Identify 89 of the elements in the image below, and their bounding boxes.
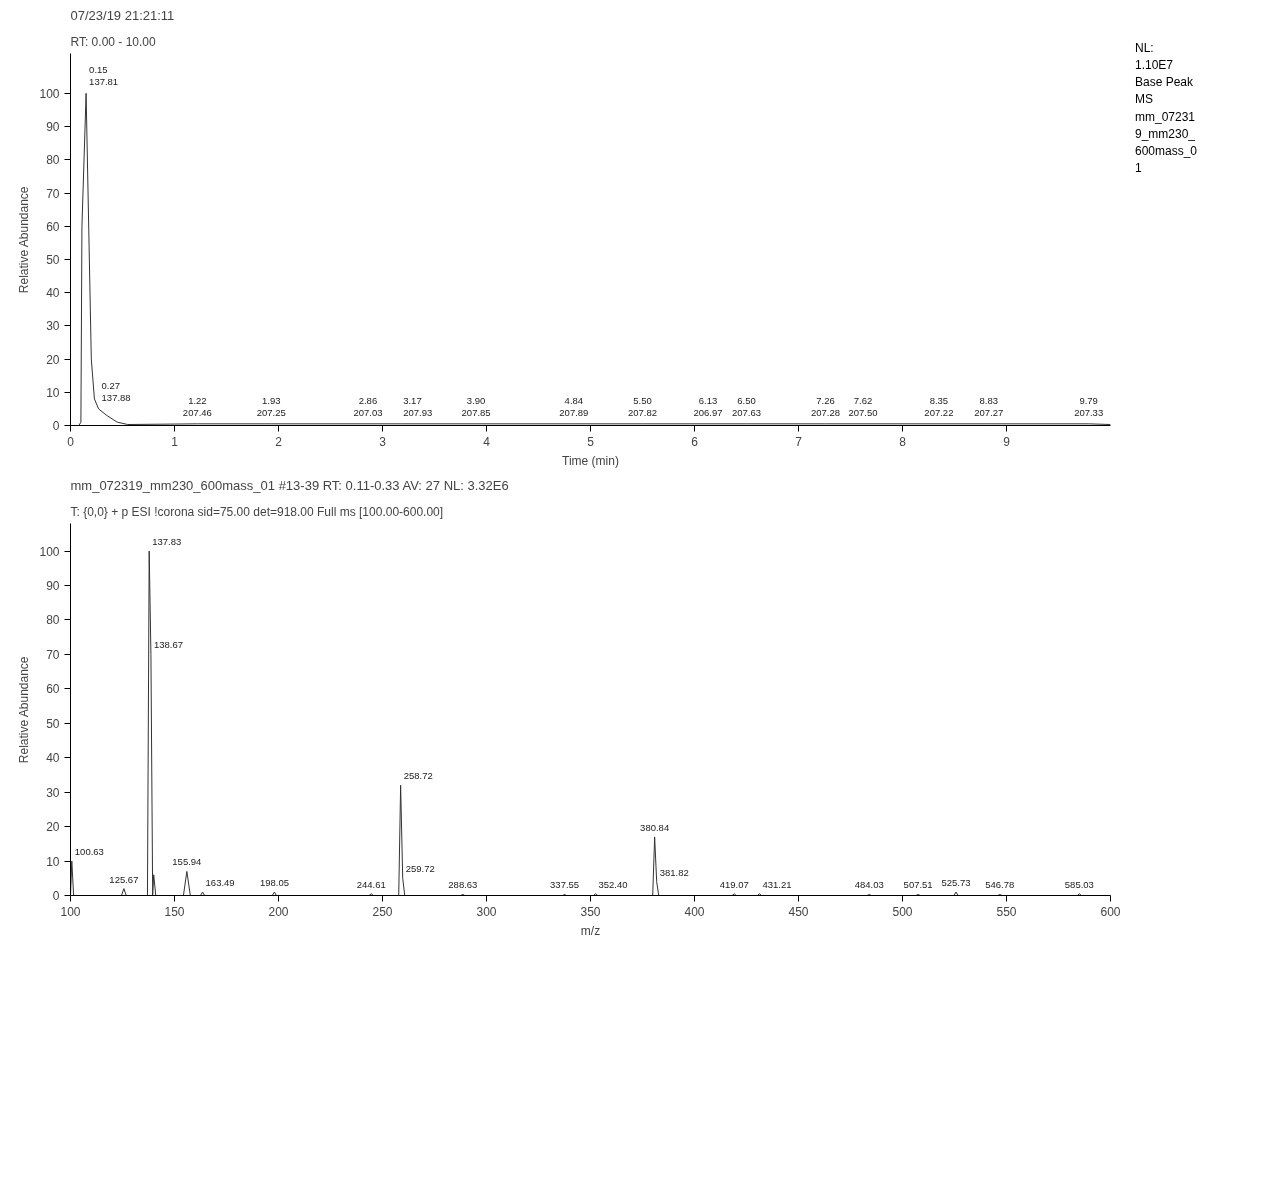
annotation: 4.84 207.89 bbox=[559, 394, 589, 418]
y-tick-label: 0 bbox=[52, 889, 60, 903]
y-tick-label: 10 bbox=[46, 854, 60, 869]
x-tick-label: 550 bbox=[996, 904, 1017, 919]
x-tick-label: 2 bbox=[275, 434, 283, 449]
y-tick-label: 40 bbox=[46, 751, 60, 766]
annotation: 380.84 bbox=[640, 821, 670, 833]
y-tick-label: 70 bbox=[46, 186, 60, 201]
y-tick-label: 10 bbox=[46, 385, 60, 400]
x-axis-title: m/z bbox=[580, 923, 601, 938]
annotation: 259.72 bbox=[405, 863, 435, 875]
y-tick-label: 100 bbox=[39, 544, 60, 559]
annotation: 138.67 bbox=[153, 639, 183, 651]
chart-title: mm_072319_mm230_600mass_01 #13-39 RT: 0.11-0.33 AV: 27 NL: 3.32E6 bbox=[70, 477, 509, 493]
annotation: 431.21 bbox=[762, 878, 792, 890]
annotation: 3.17 207.93 bbox=[403, 394, 433, 418]
annotation: 125.67 bbox=[109, 873, 139, 885]
y-tick-label: 60 bbox=[46, 682, 60, 697]
chart-subtitle: RT: 0.00 - 10.00 bbox=[70, 34, 156, 49]
x-tick-label: 0 bbox=[67, 434, 75, 449]
x-tick-label: 3 bbox=[379, 434, 387, 449]
annotation: 1.93 207.25 bbox=[256, 394, 286, 418]
annotation: 585.03 bbox=[1064, 878, 1094, 890]
annotation: 163.49 bbox=[205, 877, 235, 889]
y-tick-label: 50 bbox=[46, 716, 60, 731]
annotation: 337.55 bbox=[550, 879, 580, 891]
x-tick-label: 600 bbox=[1100, 904, 1121, 919]
annotation: 381.82 bbox=[659, 866, 689, 878]
annotation: 507.51 bbox=[903, 879, 933, 891]
chart-title: 07/23/19 21:21:11 bbox=[70, 7, 175, 23]
y-tick-label: 20 bbox=[46, 352, 60, 367]
x-tick-label: 8 bbox=[899, 434, 907, 449]
y-tick-label: 60 bbox=[46, 219, 60, 234]
annotation: 352.40 bbox=[598, 878, 628, 890]
annotation: 7.62 207.50 bbox=[848, 394, 878, 418]
annotation: 0.15 137.81 bbox=[89, 64, 119, 88]
y-tick-label: 0 bbox=[52, 419, 60, 433]
annotation: 3.90 207.85 bbox=[461, 394, 491, 418]
x-axis-title: Time (min) bbox=[562, 453, 619, 468]
annotation: 5.50 207.82 bbox=[627, 394, 658, 418]
y-tick-label: 80 bbox=[46, 613, 60, 628]
x-tick-label: 7 bbox=[795, 434, 803, 449]
annotation: 8.35 207.22 bbox=[924, 394, 954, 418]
x-tick-label: 1 bbox=[171, 434, 179, 449]
annotation: 244.61 bbox=[356, 878, 386, 890]
x-tick-label: 250 bbox=[372, 904, 393, 919]
annotation: 546.78 bbox=[985, 879, 1015, 891]
y-axis-title: Relative Abundance bbox=[17, 186, 32, 294]
x-tick-label: 300 bbox=[476, 904, 497, 919]
annotation: 288.63 bbox=[448, 879, 478, 891]
x-tick-label: 150 bbox=[164, 904, 185, 919]
y-axis-title: Relative Abundance bbox=[17, 656, 32, 764]
text: NL: 1.10E7 Base Peak MS mm_07231 9_mm230_ 600mass_0 1 bbox=[1135, 40, 1198, 177]
annotation: 1.22 207.46 bbox=[182, 394, 212, 418]
x-tick-label: 9 bbox=[1003, 434, 1011, 449]
x-tick-label: 4 bbox=[483, 434, 491, 449]
annotation: 9.79 207.33 bbox=[1074, 394, 1104, 418]
annotation: 2.86 207.03 bbox=[353, 394, 383, 418]
annotation: 258.72 bbox=[403, 770, 433, 782]
y-tick-label: 40 bbox=[46, 286, 60, 301]
y-tick-label: 90 bbox=[46, 579, 60, 593]
x-tick-label: 350 bbox=[580, 904, 601, 919]
x-tick-label: 6 bbox=[691, 434, 699, 449]
annotation: 6.50 207.63 bbox=[731, 394, 762, 418]
y-tick-label: 20 bbox=[46, 820, 60, 835]
x-tick-label: 200 bbox=[268, 904, 289, 919]
y-tick-label: 80 bbox=[46, 153, 60, 168]
x-tick-label: 5 bbox=[587, 434, 595, 449]
x-tick-label: 400 bbox=[684, 904, 705, 919]
y-tick-label: 100 bbox=[39, 86, 60, 101]
annotation: 0.27 137.88 bbox=[101, 379, 131, 403]
annotation: 155.94 bbox=[172, 856, 202, 868]
annotation: 525.73 bbox=[941, 877, 971, 889]
annotation: 8.83 207.27 bbox=[974, 394, 1004, 418]
x-tick-label: 500 bbox=[892, 904, 913, 919]
y-tick-label: 90 bbox=[46, 120, 60, 135]
y-tick-label: 30 bbox=[46, 319, 60, 334]
annotation: 137.83 bbox=[152, 536, 182, 548]
y-tick-label: 50 bbox=[46, 252, 60, 267]
y-tick-label: 30 bbox=[46, 785, 60, 800]
x-tick-label: 450 bbox=[788, 904, 809, 919]
chart-subtitle: T: {0,0} + p ESI !corona sid=75.00 det=918.00 Full ms [100.00-600.00] bbox=[70, 504, 444, 519]
annotation: 198.05 bbox=[259, 877, 289, 889]
annotation: 484.03 bbox=[854, 879, 884, 891]
annotation: 7.26 207.28 bbox=[811, 394, 841, 418]
y-tick-label: 70 bbox=[46, 647, 60, 662]
annotation: 6.13 206.97 bbox=[693, 394, 723, 418]
annotation: 100.63 bbox=[74, 846, 104, 858]
annotation: 419.07 bbox=[719, 878, 749, 890]
